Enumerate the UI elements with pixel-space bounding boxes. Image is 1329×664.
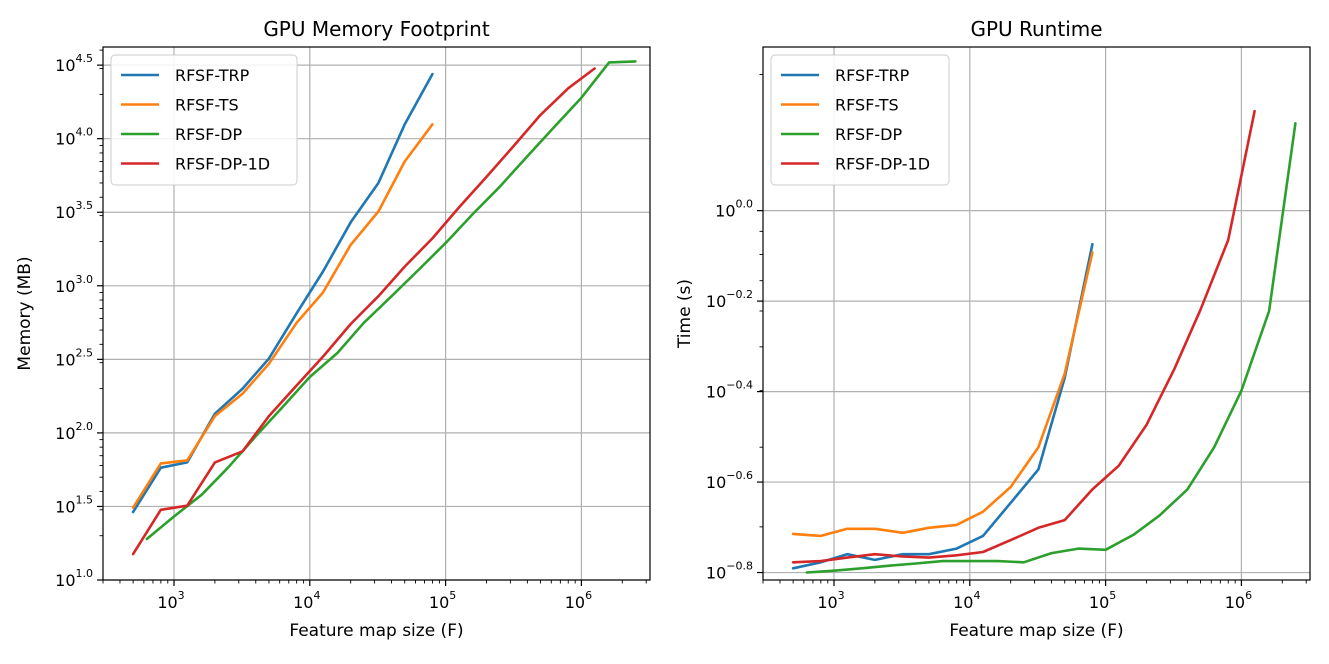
runtime-legend-box — [770, 54, 950, 186]
memory-y-axis-label: Memory (MB) — [15, 256, 35, 370]
memory-series-rfsf-ts — [131, 123, 434, 510]
runtime-y-tick-label: 10−0.4 — [706, 379, 753, 402]
runtime-legend-label: RFSF-TRP — [835, 66, 910, 85]
runtime-legend-label: RFSF-DP-1D — [835, 155, 930, 174]
runtime-x-tick-label: 106 — [1225, 589, 1252, 612]
memory-legend-label: RFSF-DP — [175, 125, 242, 144]
runtime-series-rfsf-dp-1d — [791, 109, 1256, 564]
runtime-y-tick-label: 100.0 — [715, 198, 753, 221]
runtime-chart-title: GPU Runtime — [970, 17, 1102, 41]
memory-y-tick-label: 104.5 — [55, 52, 93, 75]
memory-legend-label: RFSF-TS — [175, 96, 239, 115]
runtime-y-tick-label: 10−0.8 — [706, 560, 753, 583]
runtime-plot-frame — [762, 46, 1311, 581]
memory-legend: RFSF-TRP RFSF-TS RFSF-DP RFSF-DP-1D — [110, 54, 298, 186]
memory-y-tick-label: 102.0 — [55, 420, 93, 443]
runtime-y-tick-label: 10−0.6 — [706, 469, 753, 492]
runtime-y-tick-label: 10−0.2 — [706, 288, 753, 311]
memory-y-tick-label: 101.0 — [55, 567, 93, 590]
runtime-series-rfsf-dp — [805, 122, 1297, 574]
memory-y-tick-label: 101.5 — [55, 493, 93, 516]
runtime-chart-panel: 103 104 105 106 10−0.8 10−0.6 10−0.4 10−0.2 100.… — [675, 17, 1311, 641]
memory-legend-label: RFSF-TRP — [175, 66, 250, 85]
memory-y-tick-label: 102.5 — [55, 346, 93, 369]
runtime-x-tick-label: 105 — [1089, 589, 1116, 612]
memory-y-tick-label: 103.5 — [55, 199, 93, 222]
memory-x-tick-label: 106 — [565, 589, 592, 612]
memory-chart-title: GPU Memory Footprint — [263, 17, 490, 41]
memory-chart-panel: 103 104 105 106 101.0 101.5 102.0 102.5 103.0 103… — [15, 17, 651, 641]
runtime-legend-label: RFSF-DP — [835, 125, 902, 144]
memory-plot-frame — [102, 46, 651, 581]
runtime-series-rfsf-trp — [791, 242, 1094, 570]
runtime-series-rfsf-ts — [791, 251, 1094, 538]
runtime-x-axis-label: Feature map size (F) — [949, 621, 1123, 641]
runtime-x-tick-label: 103 — [817, 589, 844, 612]
runtime-legend-label: RFSF-TS — [835, 96, 899, 115]
runtime-legend: RFSF-TRP RFSF-TS RFSF-DP RFSF-DP-1D — [770, 54, 950, 186]
runtime-y-axis-label: Time (s) — [675, 279, 695, 349]
memory-legend-box — [110, 54, 298, 186]
memory-x-axis-label: Feature map size (F) — [289, 621, 463, 641]
memory-x-tick-label: 105 — [429, 589, 456, 612]
memory-series-rfsf-dp — [145, 60, 637, 541]
memory-x-tick-label: 103 — [157, 589, 184, 612]
memory-y-tick-label: 103.0 — [55, 273, 93, 296]
runtime-x-tick-label: 104 — [953, 589, 980, 612]
memory-legend-label: RFSF-DP-1D — [175, 155, 270, 174]
memory-series-rfsf-trp — [131, 72, 434, 514]
memory-y-tick-label: 104.0 — [55, 126, 93, 149]
memory-series-rfsf-dp-1d — [131, 67, 596, 556]
memory-x-tick-label: 104 — [293, 589, 320, 612]
